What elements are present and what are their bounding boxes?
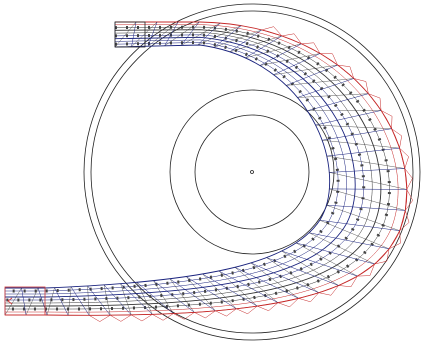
cross-member <box>230 30 262 52</box>
cross-member <box>327 148 400 156</box>
top-end-box <box>115 22 145 47</box>
brace <box>121 284 132 315</box>
panel <box>236 306 257 314</box>
cross-member <box>282 251 358 276</box>
brace <box>326 205 399 231</box>
panel <box>215 309 236 316</box>
cross-member <box>181 22 199 45</box>
panel <box>320 53 338 65</box>
brace <box>153 281 173 314</box>
track-line <box>5 25 398 313</box>
brace <box>316 125 392 129</box>
cross-member <box>88 286 111 315</box>
cross-member <box>55 288 69 316</box>
brace <box>329 189 405 211</box>
panel <box>405 169 413 190</box>
brace <box>26 288 38 315</box>
track <box>5 22 413 322</box>
panel <box>110 315 131 321</box>
circles <box>84 4 420 340</box>
track-line <box>5 32 372 303</box>
end-boxes <box>115 22 145 47</box>
cross-member <box>104 285 131 315</box>
track-line <box>5 45 330 288</box>
track-line <box>5 42 338 291</box>
cross-member <box>245 36 282 58</box>
track-line <box>5 40 347 294</box>
brace <box>47 288 54 315</box>
brace <box>309 233 375 264</box>
panel <box>89 315 110 321</box>
panel <box>131 314 152 321</box>
cross-member <box>286 65 337 85</box>
panel <box>368 94 381 111</box>
panel <box>338 65 354 78</box>
brace <box>104 285 110 315</box>
outer-circle <box>84 4 420 340</box>
center-point <box>251 171 254 174</box>
panel <box>257 303 278 311</box>
panel <box>357 264 374 276</box>
cross-member <box>153 281 194 313</box>
brace <box>327 156 405 168</box>
brace <box>296 243 357 276</box>
outer-circle-inner <box>91 11 413 333</box>
brace <box>170 279 194 313</box>
panel <box>354 79 369 94</box>
drawing <box>0 0 421 345</box>
brace <box>297 94 368 98</box>
brace <box>329 172 406 189</box>
brace <box>115 22 136 47</box>
brace <box>203 274 237 309</box>
brace <box>245 44 301 58</box>
brace <box>88 286 90 315</box>
inner-circle <box>195 115 309 229</box>
cross-member <box>329 169 404 173</box>
track-line <box>5 27 389 309</box>
cross-member <box>121 284 153 315</box>
cross-member <box>329 189 406 190</box>
brace <box>322 140 399 148</box>
panel <box>278 298 299 306</box>
cross-member <box>296 243 375 264</box>
cross-member <box>320 220 400 230</box>
tie-line <box>5 27 389 309</box>
cross-member <box>322 129 391 141</box>
cross-member <box>326 205 405 210</box>
track-line <box>5 22 407 315</box>
